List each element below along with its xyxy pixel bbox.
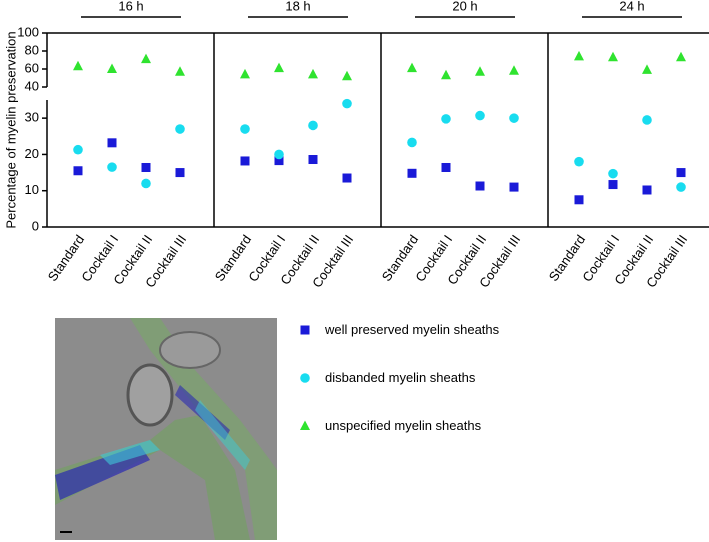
marker-circle	[300, 373, 310, 383]
marker-triangle	[441, 69, 451, 80]
marker-circle	[73, 144, 83, 155]
panel-title: 20 h	[452, 0, 477, 13]
panel-title: 24 h	[619, 0, 644, 13]
y-tick-label: 0	[32, 218, 39, 233]
marker-circle	[509, 113, 519, 123]
marker-triangle	[240, 68, 250, 79]
marker-square	[274, 156, 284, 166]
marker-circle	[407, 137, 417, 148]
micrograph	[55, 318, 277, 540]
marker-triangle	[642, 64, 652, 74]
marker-circle	[240, 124, 250, 134]
marker-square	[441, 162, 451, 172]
y-axis-label: Percentage of myelin preservation	[3, 31, 18, 228]
marker-square	[676, 168, 686, 178]
marker-circle	[308, 120, 318, 131]
marker-circle	[642, 115, 652, 125]
marker-circle	[107, 162, 117, 172]
marker-triangle	[342, 70, 352, 81]
marker-square	[73, 166, 83, 176]
marker-square	[342, 173, 352, 183]
marker-triangle	[509, 65, 519, 75]
marker-triangle	[676, 51, 686, 62]
marker-triangle	[475, 66, 485, 76]
marker-square	[141, 162, 151, 172]
marker-triangle	[608, 51, 618, 62]
marker-circle	[141, 178, 151, 189]
marker-square	[308, 155, 318, 165]
marker-triangle	[308, 68, 318, 79]
marker-circle	[342, 98, 352, 109]
y-tick-label: 60	[25, 60, 39, 75]
marker-square	[608, 180, 618, 190]
marker-triangle	[175, 66, 185, 76]
marker-circle	[574, 156, 584, 167]
y-tick-label: 20	[25, 146, 39, 161]
marker-square	[175, 168, 185, 178]
marker-triangle	[300, 420, 310, 430]
marker-circle	[175, 124, 185, 134]
marker-circle	[475, 110, 485, 121]
panel-title: 18 h	[285, 0, 310, 13]
marker-square	[240, 156, 250, 166]
marker-circle	[608, 168, 618, 179]
legend-label: disbanded myelin sheaths	[325, 370, 476, 385]
marker-triangle	[73, 60, 83, 71]
marker-circle	[441, 114, 451, 124]
y-tick-label: 100	[17, 24, 39, 39]
y-tick-label: 80	[25, 42, 39, 57]
marker-triangle	[407, 62, 417, 73]
marker-triangle	[107, 63, 117, 73]
panel-title: 16 h	[118, 0, 143, 13]
marker-square	[407, 168, 417, 178]
marker-square	[574, 195, 584, 205]
y-tick-label: 30	[25, 110, 39, 125]
marker-square	[509, 182, 519, 192]
marker-triangle	[574, 50, 584, 61]
marker-square	[300, 325, 310, 335]
marker-square	[642, 185, 652, 195]
marker-triangle	[274, 62, 284, 73]
legend-label: well preserved myelin sheaths	[325, 322, 500, 337]
marker-square	[475, 181, 485, 191]
marker-circle	[676, 182, 686, 192]
marker-square	[107, 138, 117, 148]
marker-circle	[274, 149, 284, 160]
legend-label: unspecified myelin sheaths	[325, 418, 482, 433]
marker-triangle	[141, 53, 151, 64]
y-tick-label: 10	[25, 182, 39, 197]
y-tick-label: 40	[25, 78, 39, 93]
